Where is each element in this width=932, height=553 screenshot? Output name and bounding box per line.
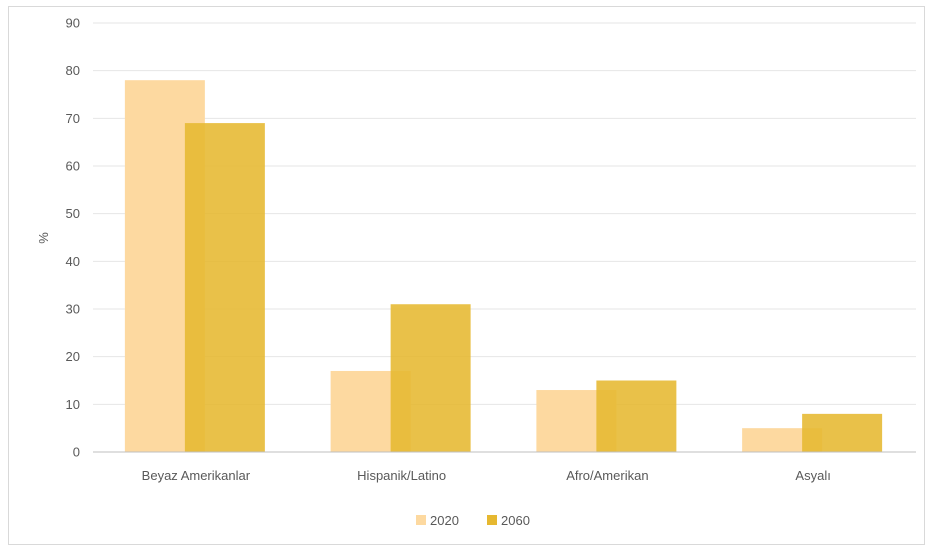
legend: 2020 2060 [416,513,530,528]
legend-swatch-2060 [487,515,497,525]
bars [124,80,883,452]
y-tick-label: 0 [73,445,80,460]
y-tick-label: 20 [66,349,80,364]
y-tick-label: 30 [66,302,80,317]
x-tick-label: Asyalı [795,468,830,483]
bar-2060-3 [802,413,883,452]
legend-label: 2020 [430,513,459,528]
bar-2060-2 [596,380,677,452]
x-tick-label: Hispanik/Latino [357,468,446,483]
legend-label: 2060 [501,513,530,528]
bar-2060-0 [184,123,265,452]
y-axis-ticks: 0 10 20 30 40 50 60 70 80 90 [66,16,80,460]
legend-swatch-2020 [416,515,426,525]
y-tick-label: 90 [66,16,80,31]
bar-2060-1 [390,304,471,452]
y-tick-label: 70 [66,111,80,126]
x-axis-ticks: Beyaz Amerikanlar Hispanik/Latino Afro/Ame… [142,468,831,483]
y-tick-label: 60 [66,159,80,174]
y-tick-label: 50 [66,206,80,221]
y-axis-label: % [36,232,51,244]
x-tick-label: Afro/Amerikan [566,468,648,483]
y-tick-label: 10 [66,397,80,412]
x-tick-label: Beyaz Amerikanlar [142,468,251,483]
y-tick-label: 40 [66,254,80,269]
y-tick-label: 80 [66,63,80,78]
